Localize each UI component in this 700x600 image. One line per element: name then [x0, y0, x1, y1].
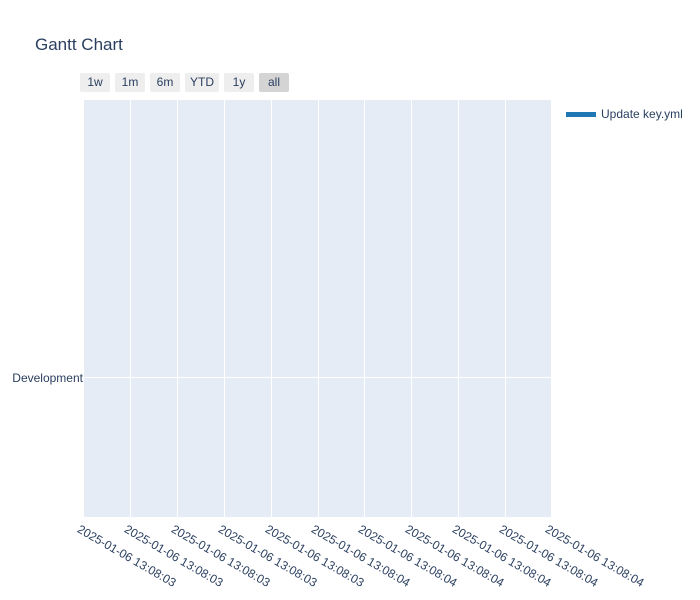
- gridline: [318, 100, 319, 517]
- chart-title: Gantt Chart: [35, 35, 123, 54]
- gridline: [271, 100, 272, 517]
- gridline: [411, 100, 412, 517]
- plot-area[interactable]: [84, 100, 551, 517]
- gridline: [224, 100, 225, 517]
- legend-swatch-icon: [566, 111, 596, 117]
- legend-item[interactable]: Update key.yml: [566, 107, 683, 121]
- gridline: [458, 100, 459, 517]
- gridline: [84, 377, 551, 378]
- range-button-6m[interactable]: 6m: [150, 73, 180, 92]
- legend-label: Update key.yml: [601, 107, 683, 121]
- range-button-1y[interactable]: 1y: [224, 73, 254, 92]
- y-tick-label: Development: [12, 371, 83, 385]
- range-button-1w[interactable]: 1w: [80, 73, 110, 92]
- gridline: [177, 100, 178, 517]
- range-button-all[interactable]: all: [259, 73, 289, 92]
- gridline: [364, 100, 365, 517]
- gridline: [130, 100, 131, 517]
- gridline: [505, 100, 506, 517]
- range-button-1m[interactable]: 1m: [115, 73, 145, 92]
- range-button-ytd[interactable]: YTD: [185, 73, 219, 92]
